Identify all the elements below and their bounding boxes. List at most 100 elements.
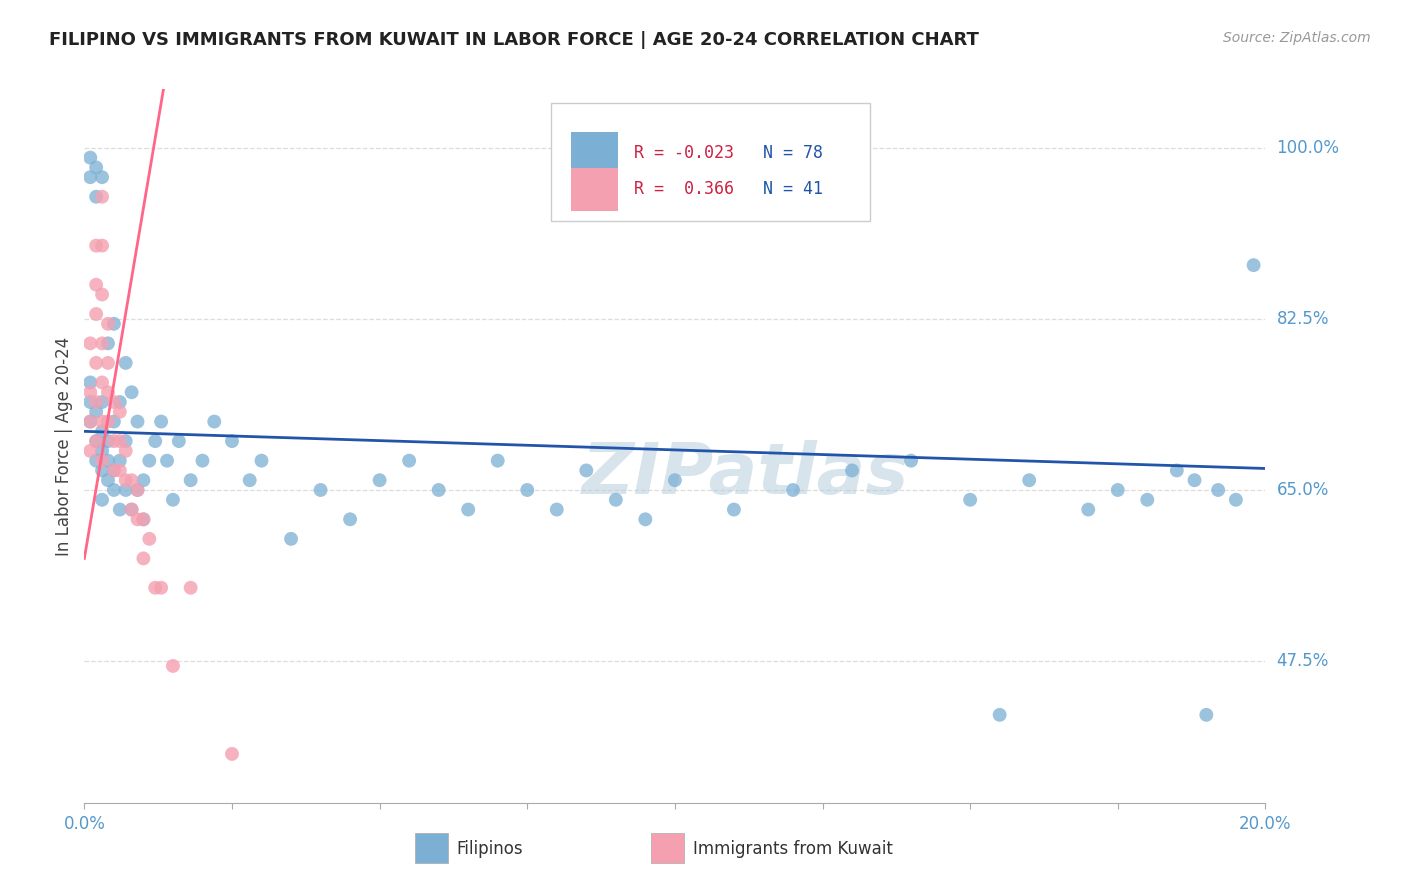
Point bbox=[121, 473, 143, 487]
Text: 65.0%: 65.0% bbox=[1277, 481, 1329, 499]
Point bbox=[91, 492, 114, 507]
Point bbox=[664, 473, 686, 487]
FancyBboxPatch shape bbox=[571, 168, 619, 211]
Point bbox=[486, 453, 509, 467]
Point bbox=[84, 356, 107, 370]
Point bbox=[121, 385, 143, 400]
Point bbox=[79, 395, 101, 409]
Point bbox=[132, 512, 155, 526]
Point bbox=[546, 502, 568, 516]
Point bbox=[202, 415, 225, 429]
Point bbox=[97, 434, 120, 449]
Point bbox=[91, 443, 114, 458]
Point bbox=[91, 463, 114, 477]
Y-axis label: In Labor Force | Age 20-24: In Labor Force | Age 20-24 bbox=[55, 336, 73, 556]
Point bbox=[114, 443, 136, 458]
Point bbox=[634, 512, 657, 526]
Point bbox=[309, 483, 332, 497]
Point bbox=[841, 463, 863, 477]
Point bbox=[108, 502, 131, 516]
Point bbox=[79, 336, 101, 351]
Point bbox=[84, 405, 107, 419]
Point bbox=[162, 659, 184, 673]
Point bbox=[1184, 473, 1206, 487]
Point bbox=[79, 415, 101, 429]
Point bbox=[84, 161, 107, 175]
Point bbox=[959, 492, 981, 507]
Point bbox=[108, 453, 131, 467]
Point bbox=[221, 434, 243, 449]
Point bbox=[91, 336, 114, 351]
Point bbox=[127, 483, 149, 497]
Point bbox=[1107, 483, 1129, 497]
Point bbox=[339, 512, 361, 526]
Point bbox=[91, 190, 114, 204]
Point bbox=[91, 415, 114, 429]
Point bbox=[121, 502, 143, 516]
Point bbox=[221, 747, 243, 761]
Point bbox=[97, 415, 120, 429]
Point bbox=[427, 483, 450, 497]
Text: FILIPINO VS IMMIGRANTS FROM KUWAIT IN LABOR FORCE | AGE 20-24 CORRELATION CHART: FILIPINO VS IMMIGRANTS FROM KUWAIT IN LA… bbox=[49, 31, 979, 49]
Point bbox=[91, 395, 114, 409]
Point bbox=[121, 502, 143, 516]
Point bbox=[127, 512, 149, 526]
Point bbox=[108, 395, 131, 409]
Point bbox=[91, 238, 114, 252]
Point bbox=[84, 190, 107, 204]
Text: N = 41: N = 41 bbox=[763, 180, 824, 198]
Point bbox=[97, 317, 120, 331]
Point bbox=[79, 443, 101, 458]
Point bbox=[127, 483, 149, 497]
Point bbox=[132, 551, 155, 566]
Point bbox=[91, 425, 114, 439]
Text: Source: ZipAtlas.com: Source: ZipAtlas.com bbox=[1223, 31, 1371, 45]
Point bbox=[84, 277, 107, 292]
Point bbox=[103, 434, 125, 449]
Point bbox=[143, 434, 166, 449]
Point bbox=[143, 581, 166, 595]
Point bbox=[457, 502, 479, 516]
Point bbox=[575, 463, 598, 477]
Point bbox=[108, 405, 131, 419]
Point bbox=[114, 434, 136, 449]
Point bbox=[79, 385, 101, 400]
Point bbox=[114, 473, 136, 487]
Text: R =  0.366: R = 0.366 bbox=[634, 180, 734, 198]
Point bbox=[150, 581, 173, 595]
Point bbox=[103, 463, 125, 477]
Point bbox=[1077, 502, 1099, 516]
Point bbox=[114, 356, 136, 370]
Point bbox=[91, 170, 114, 185]
Point bbox=[91, 287, 114, 301]
Point bbox=[1243, 258, 1265, 272]
Point bbox=[103, 395, 125, 409]
Point bbox=[132, 512, 155, 526]
Point bbox=[97, 336, 120, 351]
Point bbox=[103, 415, 125, 429]
Point bbox=[167, 434, 190, 449]
FancyBboxPatch shape bbox=[415, 833, 449, 863]
Point bbox=[79, 151, 101, 165]
Point bbox=[723, 502, 745, 516]
Point bbox=[250, 453, 273, 467]
Text: N = 78: N = 78 bbox=[763, 145, 824, 162]
Point bbox=[900, 453, 922, 467]
Point bbox=[103, 483, 125, 497]
Point bbox=[605, 492, 627, 507]
Point bbox=[79, 415, 101, 429]
Text: Filipinos: Filipinos bbox=[457, 840, 523, 858]
Point bbox=[84, 434, 107, 449]
Point bbox=[97, 356, 120, 370]
Point bbox=[1225, 492, 1247, 507]
Text: 82.5%: 82.5% bbox=[1277, 310, 1329, 328]
Point bbox=[84, 307, 107, 321]
Text: ZIPatlas: ZIPatlas bbox=[582, 440, 910, 509]
Point bbox=[398, 453, 420, 467]
Point bbox=[150, 415, 173, 429]
Point bbox=[1018, 473, 1040, 487]
Point bbox=[97, 385, 120, 400]
Point bbox=[84, 434, 107, 449]
Point bbox=[97, 453, 120, 467]
FancyBboxPatch shape bbox=[551, 103, 870, 221]
